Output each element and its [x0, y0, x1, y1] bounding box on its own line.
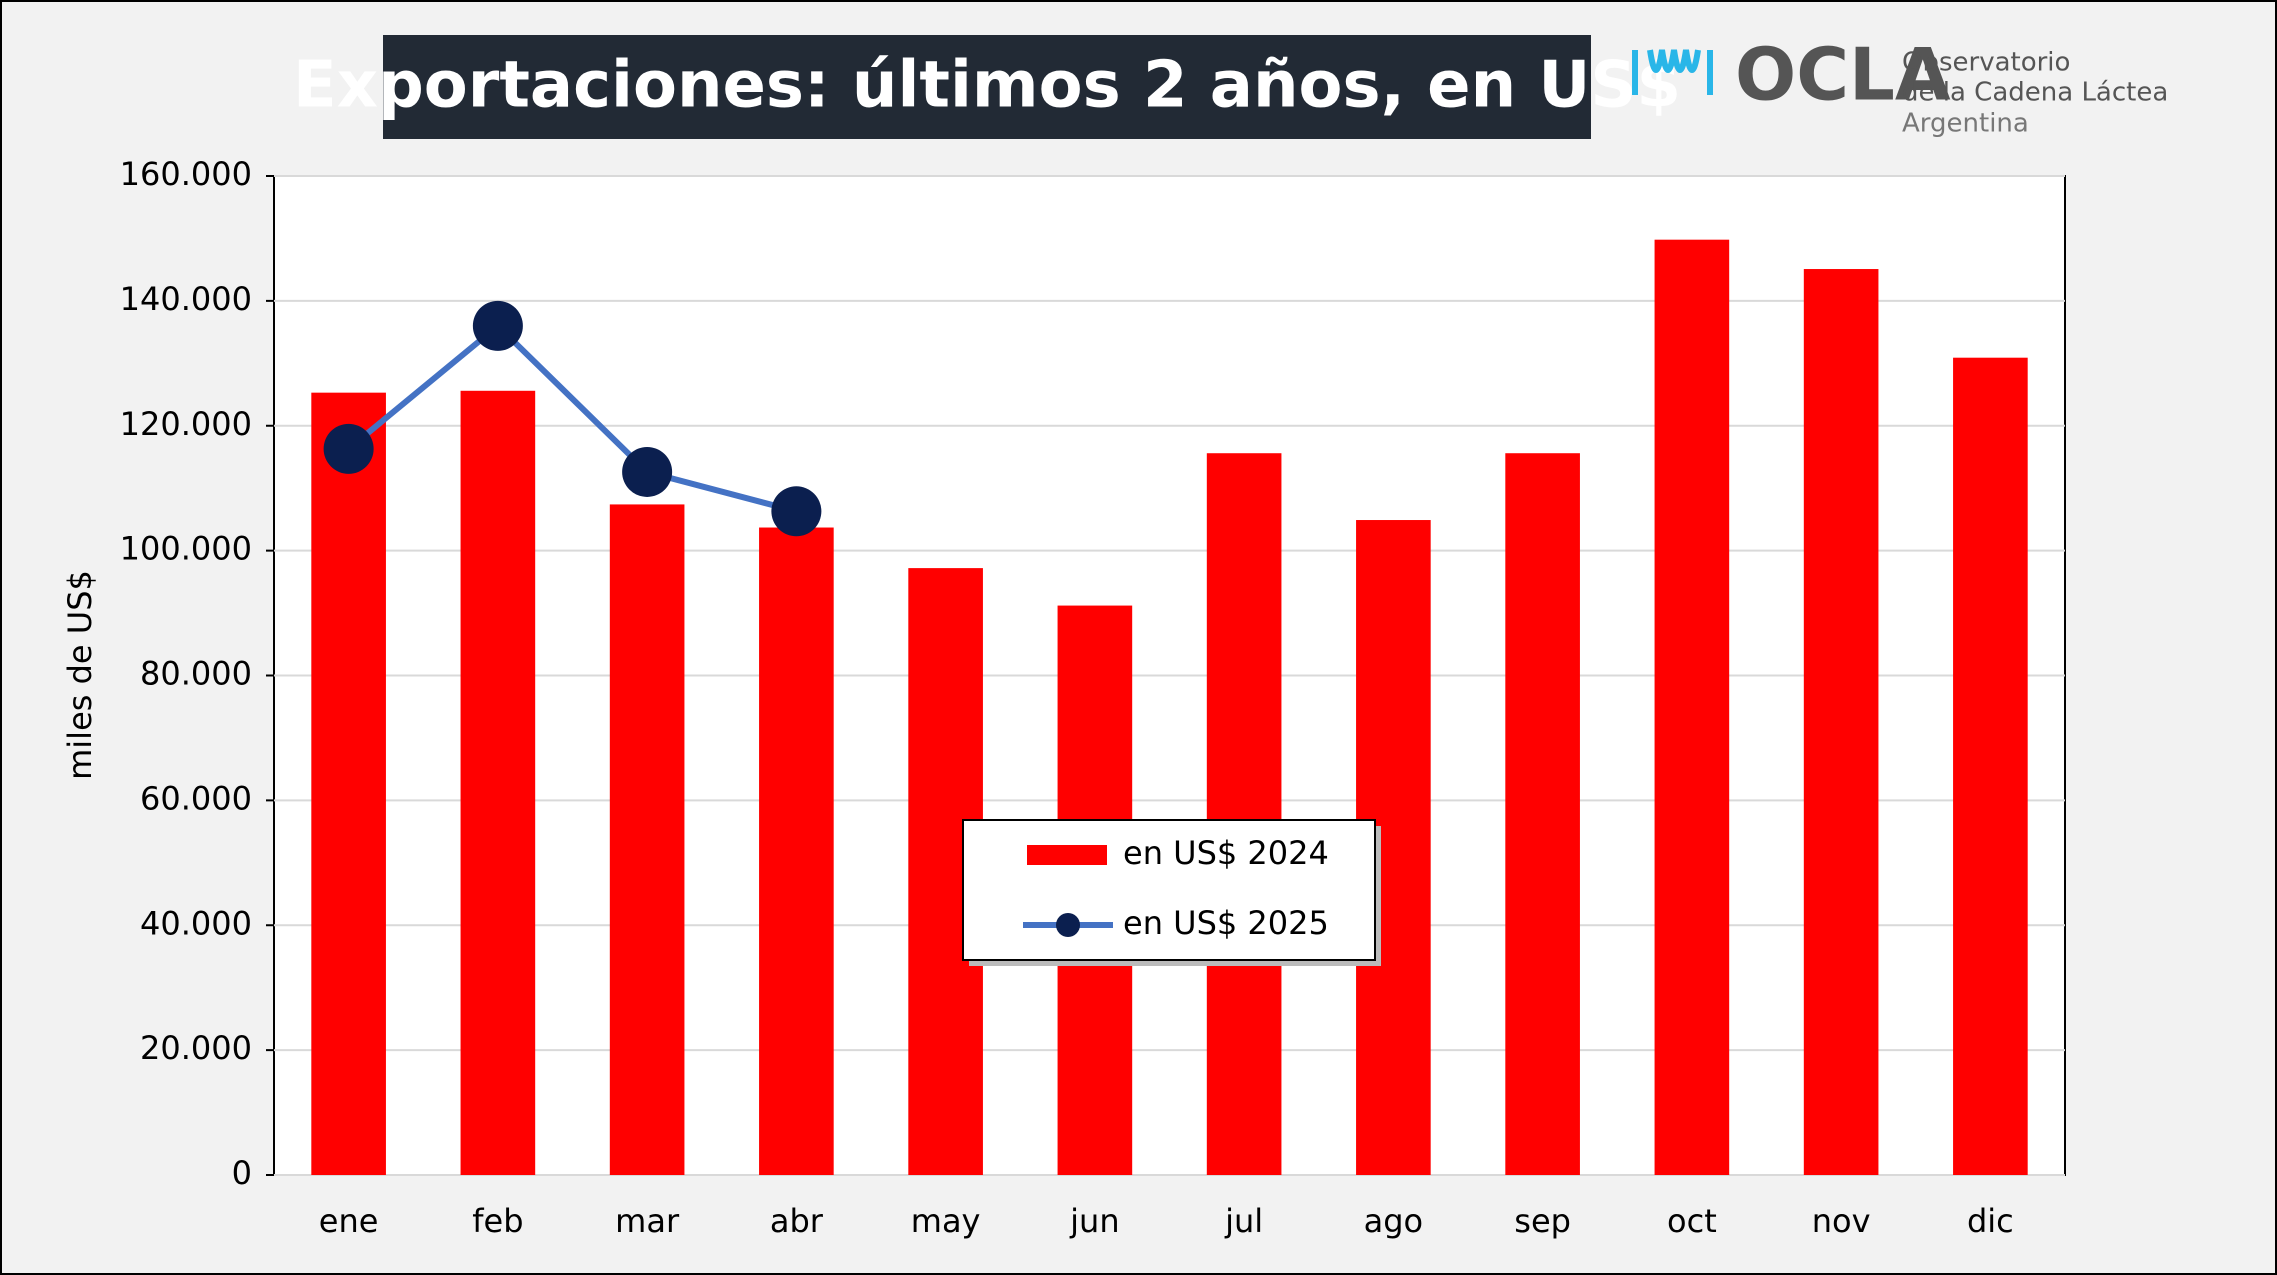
logo-name: OCLA: [1735, 33, 1951, 117]
legend-swatch: [1027, 845, 1107, 865]
x-tick-label: jun: [1069, 1202, 1119, 1240]
y-tick-label: 120.000: [120, 405, 252, 443]
legend-box: [962, 819, 1376, 961]
logo-line: de la Cadena Láctea: [1902, 78, 2168, 108]
x-tick-label: may: [911, 1202, 981, 1240]
marker: [472, 300, 523, 351]
logo-line: Argentina: [1902, 109, 2029, 139]
y-tick-label: 60.000: [140, 779, 252, 817]
legend-label: en US$ 2025: [1123, 904, 1329, 942]
y-tick-label: 80.000: [140, 655, 252, 693]
x-tick-label: sep: [1514, 1202, 1571, 1240]
x-tick-label: abr: [770, 1202, 824, 1240]
bar: [609, 504, 685, 1175]
bar: [759, 527, 834, 1175]
bar: [460, 390, 536, 1175]
y-tick-label: 40.000: [140, 904, 252, 942]
bar: [1654, 239, 1730, 1175]
bar: [1505, 453, 1580, 1175]
x-tick-label: dic: [1967, 1202, 2014, 1240]
legend-marker: [1056, 913, 1080, 937]
x-tick-label: oct: [1667, 1202, 1717, 1240]
x-tick-label: ago: [1364, 1202, 1424, 1240]
y-tick-label: 100.000: [120, 530, 252, 568]
y-tick-label: 160.000: [120, 155, 252, 193]
legend-label: en US$ 2024: [1123, 834, 1329, 872]
bar: [311, 392, 386, 1176]
y-tick-label: 140.000: [120, 280, 252, 318]
title-box: [383, 35, 1591, 139]
line: [346, 321, 798, 515]
x-tick-label: mar: [615, 1202, 680, 1240]
y-tick-label: 20.000: [140, 1029, 252, 1067]
x-tick-label: ene: [319, 1202, 379, 1240]
bar: [1953, 357, 2028, 1175]
x-tick-label: feb: [472, 1202, 523, 1240]
x-tick-label: jul: [1224, 1202, 1263, 1240]
chart-title: Exportaciones: últimos 2 años, en US$: [293, 49, 1681, 123]
y-tick-label: 0: [232, 1154, 252, 1192]
marker: [622, 446, 673, 497]
marker: [323, 423, 374, 474]
bar: [1206, 453, 1282, 1175]
marker: [771, 486, 822, 537]
y-axis-label: miles de US$: [61, 570, 99, 780]
logo-line: Observatorio: [1902, 48, 2070, 78]
x-tick-label: nov: [1812, 1202, 1871, 1240]
bar: [1803, 269, 1879, 1175]
logo-icon: [1632, 49, 1713, 95]
